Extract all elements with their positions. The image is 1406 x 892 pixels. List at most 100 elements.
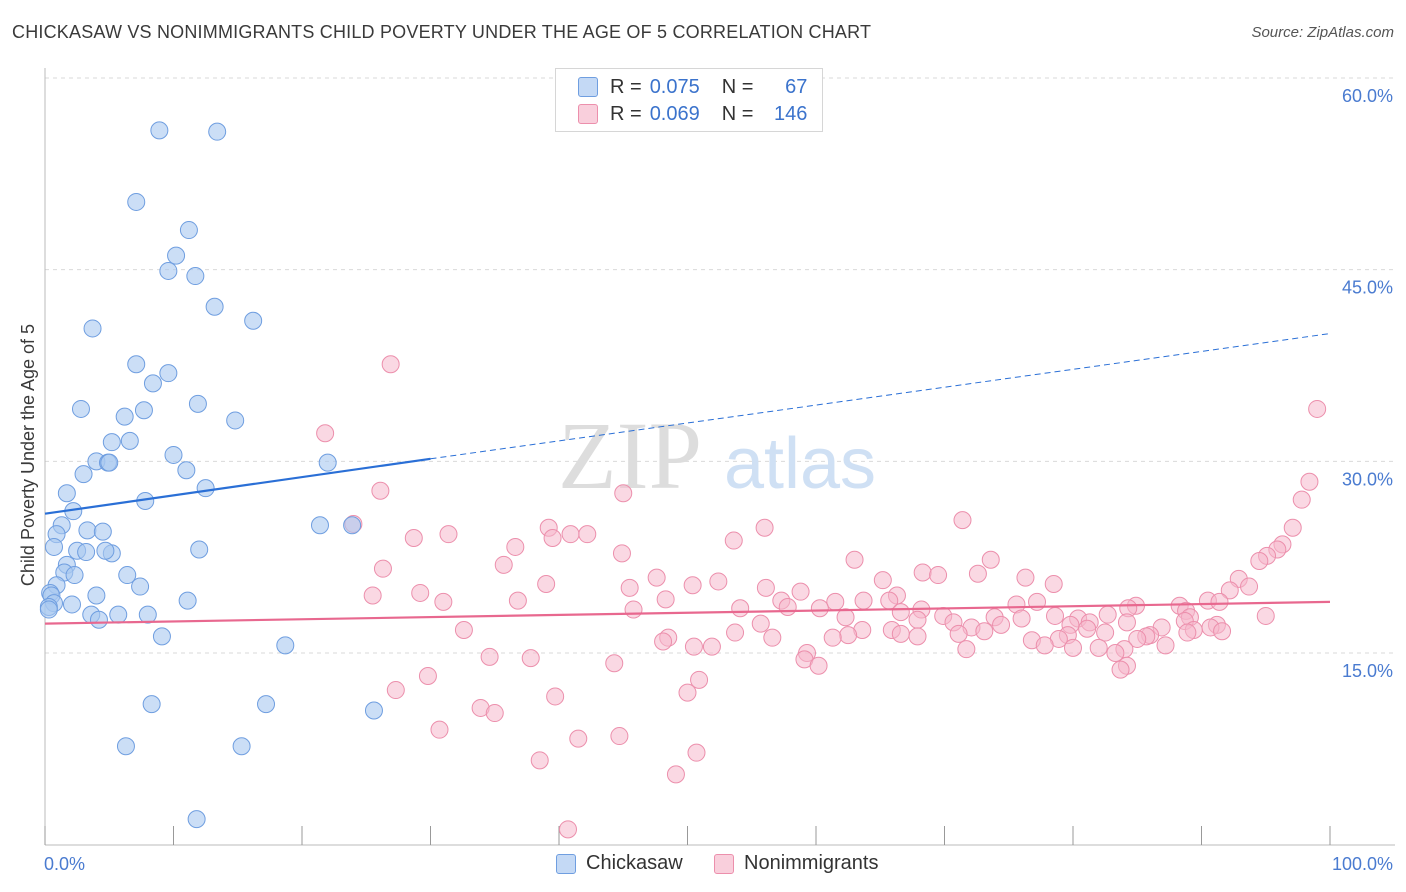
point-nonimmigrants [981, 550, 1000, 569]
point-nonimmigrants [546, 687, 565, 706]
point-chickasaw [109, 605, 128, 624]
legend-r-label: R = [610, 75, 642, 98]
legend-n-label: N = [721, 102, 754, 125]
point-nonimmigrants [381, 355, 400, 374]
point-nonimmigrants [839, 626, 858, 645]
point-nonimmigrants [1250, 552, 1269, 570]
point-chickasaw [164, 445, 183, 464]
point-nonimmigrants [1210, 592, 1229, 611]
point-chickasaw [188, 394, 207, 413]
point-nonimmigrants [1156, 636, 1175, 655]
point-nonimmigrants [684, 637, 703, 656]
point-chickasaw [39, 600, 58, 619]
point-nonimmigrants [992, 615, 1011, 634]
point-nonimmigrants [454, 621, 473, 639]
point-chickasaw [127, 192, 146, 211]
point-chickasaw [205, 297, 224, 316]
point-nonimmigrants [530, 751, 549, 770]
point-nonimmigrants [1213, 622, 1232, 641]
point-chickasaw [167, 246, 186, 265]
point-nonimmigrants [508, 591, 527, 610]
point-nonimmigrants [316, 424, 335, 443]
point-nonimmigrants [656, 590, 675, 609]
point-chickasaw [118, 566, 137, 585]
grid-lines [45, 77, 1395, 654]
legend-swatch-nonimmigrants [578, 104, 598, 124]
point-chickasaw [115, 407, 134, 426]
point-chickasaw [96, 541, 115, 560]
point-nonimmigrants [755, 518, 774, 537]
point-nonimmigrants [1044, 575, 1063, 593]
y-tick-label: 30.0% [1342, 469, 1393, 489]
point-nonimmigrants [543, 529, 562, 547]
point-nonimmigrants [363, 586, 382, 605]
point-chickasaw [87, 586, 106, 605]
point-chickasaw [190, 540, 209, 559]
point-nonimmigrants [873, 571, 892, 590]
point-nonimmigrants [726, 623, 745, 642]
point-nonimmigrants [1240, 577, 1259, 596]
bottom-legend-chickasaw: Chickasaw [556, 852, 683, 875]
legend-row-chickasaw: R = 0.075 N = 67 [578, 75, 807, 99]
point-nonimmigrants [1064, 638, 1082, 657]
point-nonimmigrants [929, 566, 948, 585]
axis-labels: 15.0% 30.0% 45.0% 60.0% 0.0% 100.0% Child Pove… [18, 86, 1393, 874]
point-nonimmigrants [957, 640, 976, 659]
point-chickasaw [127, 355, 146, 374]
point-nonimmigrants [439, 525, 458, 544]
point-nonimmigrants [561, 525, 580, 544]
point-nonimmigrants [666, 765, 685, 784]
point-chickasaw [44, 537, 63, 556]
legend-n-value: 146 [774, 102, 808, 125]
point-nonimmigrants [891, 624, 910, 643]
point-nonimmigrants [373, 559, 392, 578]
point-chickasaw [143, 374, 162, 393]
point-nonimmigrants [1078, 619, 1097, 638]
point-nonimmigrants [1178, 623, 1197, 642]
series-chickasaw [39, 121, 383, 829]
bottom-legend: Chickasaw Nonimmigrants [0, 852, 1406, 878]
point-nonimmigrants [975, 622, 994, 641]
axes [44, 68, 1395, 846]
point-nonimmigrants [826, 592, 845, 611]
point-chickasaw [226, 411, 245, 430]
point-chickasaw [57, 484, 76, 503]
point-nonimmigrants [418, 667, 437, 685]
point-nonimmigrants [810, 599, 829, 618]
point-nonimmigrants [521, 649, 540, 668]
point-nonimmigrants [751, 614, 770, 633]
legend: R = 0.075 N = 67 R = 0.069 N = 146 [555, 68, 823, 132]
point-chickasaw [134, 401, 153, 420]
point-chickasaw [138, 605, 157, 624]
point-nonimmigrants [687, 743, 706, 762]
point-nonimmigrants [612, 544, 631, 563]
point-chickasaw [159, 261, 178, 280]
point-nonimmigrants [1128, 629, 1147, 648]
y-tick-label: 45.0% [1342, 278, 1393, 298]
point-nonimmigrants [678, 683, 697, 702]
point-nonimmigrants [1292, 490, 1311, 509]
point-nonimmigrants [1220, 581, 1239, 600]
y-tick-label: 60.0% [1342, 86, 1393, 106]
legend-row-nonimmigrants: R = 0.069 N = 146 [578, 102, 807, 126]
point-nonimmigrants [1046, 606, 1065, 625]
point-nonimmigrants [702, 637, 721, 656]
trend-lines [44, 333, 1331, 625]
point-nonimmigrants [809, 656, 828, 675]
watermark-atlas: atlas [724, 424, 876, 504]
point-chickasaw [318, 453, 337, 472]
point-chickasaw [100, 453, 119, 472]
point-nonimmigrants [494, 555, 513, 574]
bottom-legend-nonimmigrants: Nonimmigrants [714, 852, 878, 875]
legend-r-value: 0.069 [649, 102, 700, 125]
point-nonimmigrants [569, 729, 588, 748]
point-chickasaw [74, 465, 93, 484]
x-tick-label: 100.0% [1332, 854, 1393, 874]
point-nonimmigrants [654, 632, 673, 651]
point-nonimmigrants [968, 564, 987, 583]
point-chickasaw [159, 364, 178, 383]
point-nonimmigrants [610, 727, 629, 746]
series-nonimmigrants [316, 355, 1327, 839]
point-nonimmigrants [605, 654, 624, 673]
